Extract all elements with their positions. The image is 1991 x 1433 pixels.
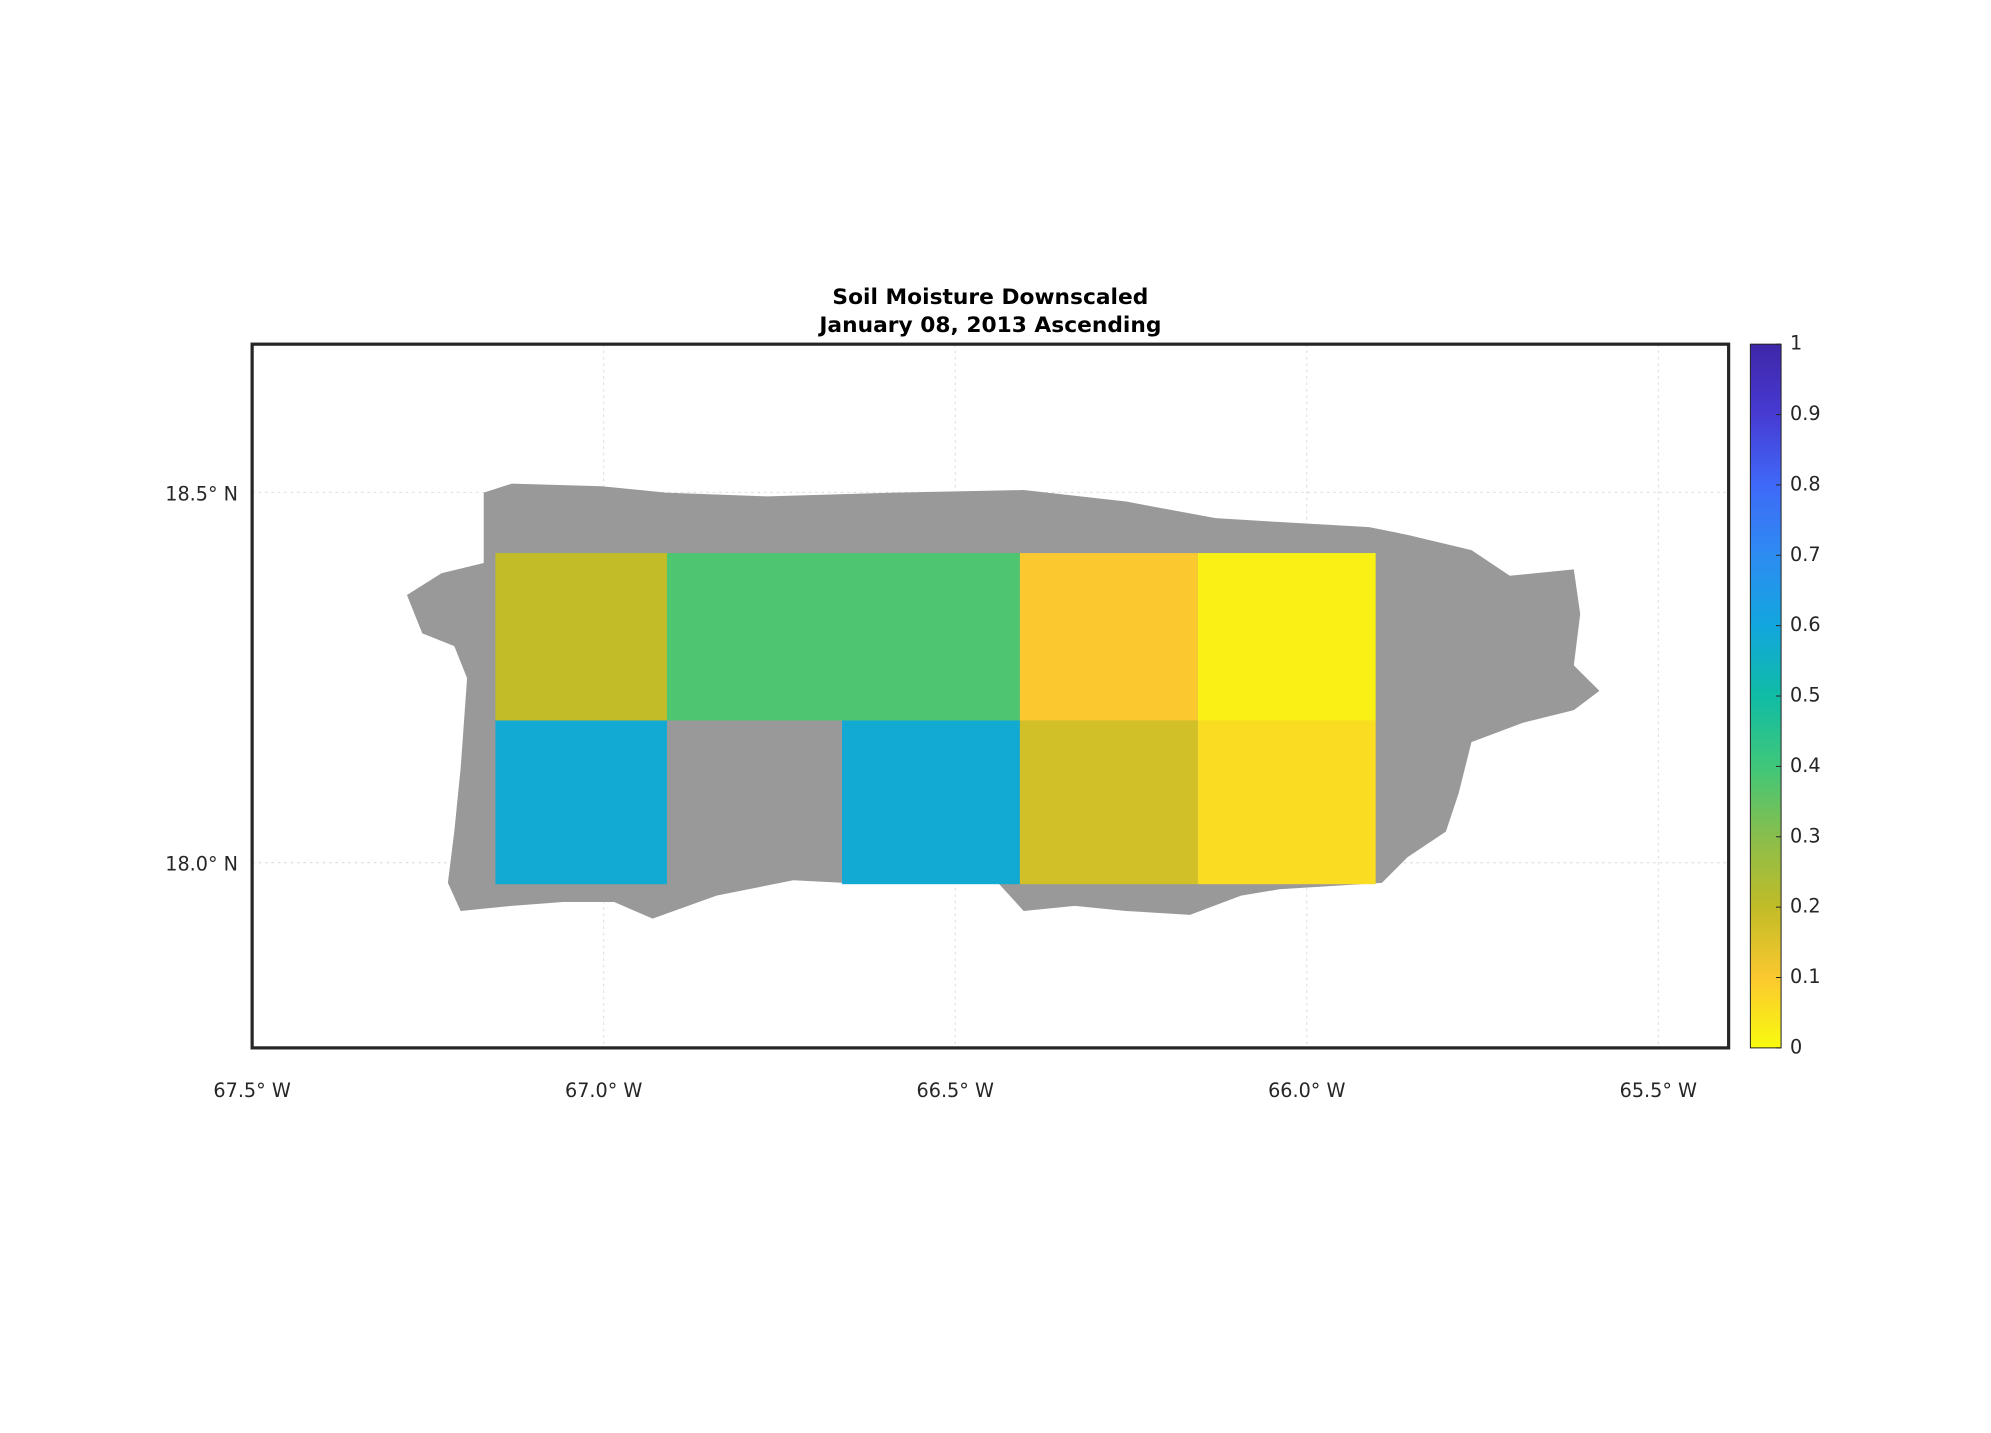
colorbar-tick-label: 0.4 xyxy=(1790,754,1821,777)
colorbar-tick-label: 0.6 xyxy=(1790,613,1821,636)
soil-moisture-tile xyxy=(495,720,667,885)
soil-moisture-tile xyxy=(1197,720,1376,885)
soil-moisture-tile xyxy=(666,553,1020,721)
colorbar-tick-label: 0.9 xyxy=(1790,402,1821,425)
colorbar-tick-label: 0.8 xyxy=(1790,472,1821,495)
x-tick-label: 67.0° W xyxy=(565,1079,642,1102)
chart-title: Soil Moisture Downscaled xyxy=(832,285,1148,310)
colorbar-tick-label: 0.1 xyxy=(1790,965,1821,988)
map-frame xyxy=(250,342,1731,1050)
y-tick-label: 18.0° N xyxy=(165,853,238,876)
colorbar-tick-label: 0.7 xyxy=(1790,543,1821,566)
x-tick-label: 67.5° W xyxy=(213,1079,290,1102)
colorbar-tick-label: 0 xyxy=(1790,1035,1802,1058)
soil-moisture-tile xyxy=(1019,720,1198,885)
colorbar-tick-label: 0.2 xyxy=(1790,895,1821,918)
soil-moisture-tile xyxy=(1197,553,1376,721)
y-tick-label: 18.5° N xyxy=(165,482,238,505)
x-tick-label: 66.5° W xyxy=(917,1079,994,1102)
soil-moisture-tile xyxy=(1019,553,1198,721)
soil-moisture-tile xyxy=(495,553,667,721)
chart-subtitle: January 08, 2013 Ascending xyxy=(817,313,1161,338)
colorbar-tick-label: 1 xyxy=(1790,332,1802,355)
x-tick-label: 65.5° W xyxy=(1620,1079,1697,1102)
soil-moisture-tile xyxy=(842,720,1020,885)
colorbar-tick-label: 0.3 xyxy=(1790,824,1821,847)
colorbar-tick-label: 0.5 xyxy=(1790,684,1821,707)
x-tick-label: 66.0° W xyxy=(1268,1079,1345,1102)
